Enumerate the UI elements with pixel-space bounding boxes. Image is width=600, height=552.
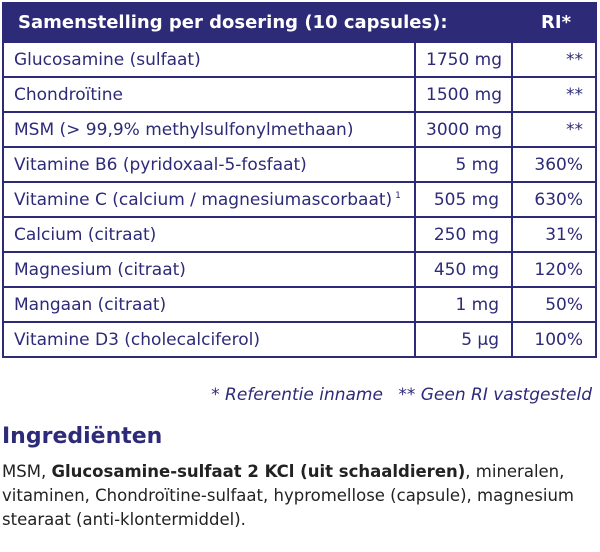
nutrient-footnote-marker: 1 [395,190,401,201]
table-header-title: Samenstelling per dosering (10 capsules)… [1,2,514,43]
nutrient-ri: 31% [511,216,598,253]
nutrient-amount: 505 mg [413,181,514,218]
table-row: Vitamine D3 (cholecalciferol) 5 µg 100% [2,321,598,358]
supplement-facts-table: Samenstelling per dosering (10 capsules)… [1,2,598,358]
nutrient-name-cell: Glucosamine (sulfaat) [2,41,416,78]
nutrient-name-cell: Calcium (citraat) [2,216,416,253]
nutrient-name: Mangaan (citraat) [14,294,167,315]
nutrient-name-cell: Mangaan (citraat) [2,286,416,323]
nutrient-amount: 1750 mg [413,41,514,78]
nutrient-ri: ** [511,41,598,78]
nutrient-amount: 5 µg [413,321,514,358]
nutrient-ri: 50% [511,286,598,323]
table-row: Chondroïtine 1500 mg ** [2,76,598,113]
table-body: Glucosamine (sulfaat) 1750 mg ** Chondroïti… [2,41,598,358]
ri-footnote: * Referentie inname ** Geen RI vastgeste… [211,385,592,405]
nutrient-ri: ** [511,76,598,113]
ingredients-allergen: Glucosamine-sulfaat 2 KCl (uit schaaldie… [51,462,466,481]
nutrient-name: Vitamine C (calcium / magnesiumascorbaat… [14,189,393,210]
table-row: Vitamine B6 (pyridoxaal-5-fosfaat) 5 mg 36… [2,146,598,183]
nutrient-name: Glucosamine (sulfaat) [14,49,201,70]
table-row: Vitamine C (calcium / magnesiumascorbaat… [2,181,598,218]
nutrient-ri: ** [511,111,598,148]
nutrient-ri: 120% [511,251,598,288]
ingredients-text-end: , mineralen, vitaminen, Chondroïtine-sul… [2,462,574,529]
nutrient-amount: 5 mg [413,146,514,183]
table-row: Glucosamine (sulfaat) 1750 mg ** [2,41,598,78]
table-row: Mangaan (citraat) 1 mg 50% [2,286,598,323]
nutrient-name-cell: MSM (> 99,9% methylsulfonylmethaan) [2,111,416,148]
nutrient-name-cell: Chondroïtine [2,76,416,113]
ingredients-text-start: MSM, [2,462,52,481]
nutrient-name: MSM (> 99,9% methylsulfonylmethaan) [14,119,354,140]
table-header-ri: RI* [511,2,598,43]
table-header-row: Samenstelling per dosering (10 capsules)… [1,2,598,43]
nutrient-amount: 1 mg [413,286,514,323]
nutrient-ri: 630% [511,181,598,218]
nutrient-name: Vitamine B6 (pyridoxaal-5-fosfaat) [14,154,307,175]
ri-footnote-no-ri: ** Geen RI vastgesteld [398,385,592,405]
ri-footnote-reference: * Referentie inname [211,385,383,405]
nutrient-name: Vitamine D3 (cholecalciferol) [14,329,261,350]
nutrient-amount: 450 mg [413,251,514,288]
table-row: MSM (> 99,9% methylsulfonylmethaan) 3000 … [2,111,598,148]
nutrient-ri: 100% [511,321,598,358]
nutrient-amount: 250 mg [413,216,514,253]
nutrient-amount: 1500 mg [413,76,514,113]
nutrient-name: Chondroïtine [14,84,123,105]
nutrient-name-cell: Magnesium (citraat) [2,251,416,288]
nutrient-name-cell: Vitamine B6 (pyridoxaal-5-fosfaat) [2,146,416,183]
table-row: Magnesium (citraat) 450 mg 120% [2,251,598,288]
nutrient-amount: 3000 mg [413,111,514,148]
nutrient-name: Calcium (citraat) [14,224,157,245]
nutrient-name-cell: Vitamine C (calcium / magnesiumascorbaat… [2,181,416,218]
ingredients-title: Ingrediënten [2,424,163,449]
ingredients-text: MSM, Glucosamine-sulfaat 2 KCl (uit scha… [2,460,596,532]
nutrient-name-cell: Vitamine D3 (cholecalciferol) [2,321,416,358]
nutrient-name: Magnesium (citraat) [14,259,186,280]
nutrient-ri: 360% [511,146,598,183]
table-row: Calcium (citraat) 250 mg 31% [2,216,598,253]
